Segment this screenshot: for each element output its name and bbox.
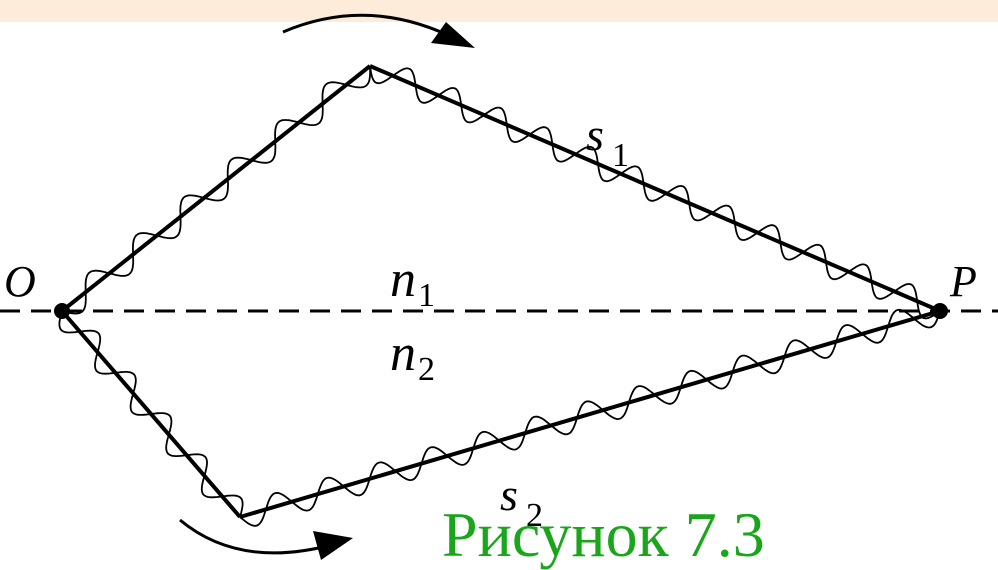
label-o: O [4,257,36,306]
label-s2: s [500,469,518,520]
arrow-upper-arc [282,13,459,42]
ray-upper-second [369,64,941,313]
arrow-lower-arc [179,518,336,555]
label-n2: n [390,325,416,382]
label-s1: s [586,109,604,160]
ray-upper-first [60,64,372,313]
header-band [0,0,998,22]
arrow-lower-head [313,531,353,560]
arrow-upper-head [431,22,475,48]
label-s1-subscript: 1 [612,137,629,174]
wave-upper-first [61,65,371,315]
label-s2-subscript: 2 [526,497,543,534]
wave-lower-second [239,308,941,527]
point-p [932,303,948,319]
label-p: P [949,257,977,306]
wave-upper-second [369,65,941,320]
figure-caption: Рисунок 7.3 [442,499,765,570]
label-n1: n [390,251,416,308]
label-n1-subscript: 1 [418,277,435,314]
label-n2-subscript: 2 [418,351,435,388]
point-o [54,303,70,319]
wave-lower-first [58,310,244,518]
ray-lower-second [239,309,941,519]
